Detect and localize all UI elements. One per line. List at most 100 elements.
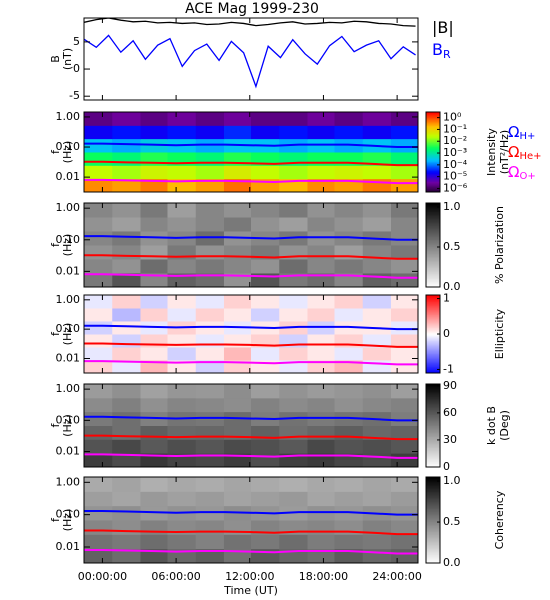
colorbar-tick-label: 0: [443, 327, 450, 340]
heatmap-cell: [112, 138, 141, 153]
colorbar-segment: [426, 349, 440, 352]
colorbar-tick-label: 1.0: [443, 474, 461, 487]
legend-label: H+: [519, 131, 535, 142]
heatmap-cell: [167, 295, 197, 309]
colorbar-segment: [426, 235, 440, 238]
heatmap-cell: [279, 346, 308, 361]
colorbar-segment: [426, 302, 440, 305]
plot-area: [84, 477, 418, 563]
colorbar-segment: [426, 277, 440, 280]
colorbar-segment: [426, 505, 440, 508]
colorbar-segment: [426, 337, 440, 340]
colorbar-segment: [426, 357, 440, 360]
colorbar-segment: [426, 501, 440, 504]
heatmap-cell: [251, 308, 280, 322]
heatmap-cell: [167, 346, 197, 361]
colorbar-segment: [426, 117, 440, 120]
heatmap-cell: [362, 308, 392, 322]
heatmap-cell: [195, 548, 225, 563]
colorbar-segment: [426, 514, 440, 517]
heatmap-cell: [84, 397, 113, 413]
colorbar-segment: [426, 249, 440, 252]
heatmap-cell: [307, 384, 335, 399]
colorbar-segment: [426, 392, 440, 395]
colorbar-segment: [426, 181, 440, 184]
heatmap-cell: [279, 397, 308, 413]
heatmap-cell: [362, 203, 392, 218]
colorbar-segment: [426, 365, 440, 367]
colorbar-segment: [426, 176, 440, 178]
colorbar-segment: [426, 442, 440, 444]
y-tick-label: 0: [73, 62, 80, 75]
colorbar-segment: [426, 246, 440, 249]
colorbar-segment: [426, 507, 440, 510]
colorbar-segment: [426, 327, 440, 330]
colorbar-segment: [426, 253, 440, 256]
heatmap-cell: [167, 125, 197, 140]
heatmap-cell: [223, 397, 252, 413]
heatmap-cell: [362, 295, 392, 309]
heatmap-cell: [167, 165, 197, 180]
y-axis-label: B: [49, 55, 62, 63]
colorbar-segment: [426, 455, 440, 458]
colorbar-segment: [426, 367, 440, 370]
colorbar-segment: [426, 481, 440, 484]
colorbar-segment: [426, 140, 440, 142]
heatmap-cell: [279, 112, 308, 126]
colorbar-segment: [426, 446, 440, 449]
heatmap-cell: [390, 308, 418, 322]
colorbar-segment: [426, 266, 440, 268]
colorbar-frame: [425, 383, 441, 468]
heatmap-cell: [140, 384, 168, 399]
heatmap-cell: [223, 346, 252, 361]
colorbar-segment: [426, 169, 440, 172]
heatmap-cell: [390, 138, 418, 153]
heatmap-cell: [195, 217, 225, 232]
heatmap-cell: [112, 384, 141, 399]
colorbar-segment: [426, 450, 440, 453]
heatmap-cell: [84, 217, 113, 232]
heatmap-cell: [307, 258, 335, 274]
heatmap-cell: [390, 258, 418, 274]
heatmap-cell: [84, 519, 113, 535]
colorbar-segment: [426, 525, 440, 528]
colorbar-segment: [426, 295, 440, 297]
heatmap-cell: [84, 320, 113, 335]
heatmap-cell: [84, 165, 113, 180]
colorbar-segment: [426, 274, 440, 277]
heatmap-cell: [195, 165, 225, 180]
heatmap-cell: [390, 151, 418, 166]
colorbar-segment: [426, 318, 440, 321]
colorbar-segment: [426, 282, 440, 285]
heatmap-cell: [251, 203, 280, 218]
colorbar-segment: [426, 317, 440, 319]
heatmap-cell: [334, 534, 364, 550]
y-tick-label: 0.01: [56, 540, 81, 553]
colorbar-segment: [426, 464, 440, 467]
heatmap-cell: [362, 151, 392, 166]
heatmap-cell: [112, 346, 141, 361]
colorbar-segment: [426, 404, 440, 407]
colorbar-segment: [426, 210, 440, 212]
colorbar-segment: [426, 366, 440, 369]
colorbar-segment: [426, 142, 440, 145]
colorbar-segment: [426, 232, 440, 235]
heatmap-cell: [167, 217, 197, 232]
colorbar-segment: [426, 356, 440, 358]
heatmap-cell: [140, 258, 168, 274]
heatmap-cell: [362, 384, 392, 399]
colorbar-segment: [426, 353, 440, 356]
heatmap-cell: [334, 346, 364, 361]
colorbar-segment: [426, 150, 440, 153]
legend-entry: ΩO+: [508, 163, 536, 183]
heatmap-cell: [307, 178, 335, 192]
heatmap-cell: [362, 178, 392, 192]
colorbar-segment: [426, 551, 440, 554]
heatmap-cell: [195, 439, 225, 454]
legend-label: B: [432, 40, 443, 59]
gyro-line: [84, 160, 418, 167]
colorbar-segment: [426, 212, 440, 215]
data-line: [84, 18, 416, 27]
colorbar-segment: [426, 354, 440, 357]
colorbar-segment: [426, 268, 440, 271]
